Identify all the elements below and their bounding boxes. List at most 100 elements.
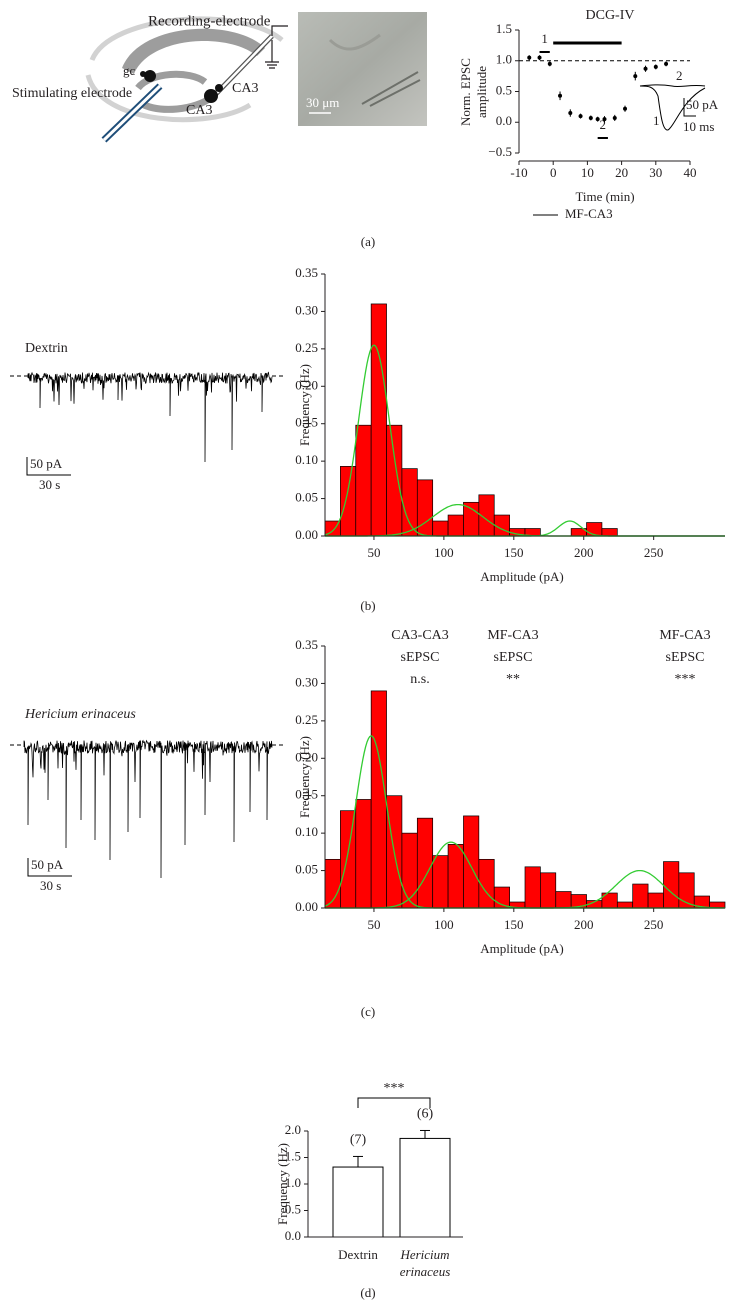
annotation: MF-CA3 xyxy=(487,628,538,643)
x-tick-label: 250 xyxy=(644,917,664,932)
point xyxy=(602,117,607,122)
y-label: Norm. EPSC xyxy=(458,58,473,126)
bar xyxy=(632,883,649,909)
bar xyxy=(399,1137,451,1238)
point xyxy=(612,115,617,120)
bar xyxy=(616,901,634,909)
point xyxy=(633,74,638,79)
annotation: CA3-CA3 xyxy=(391,628,449,643)
bar xyxy=(401,832,418,909)
y-tick-label: 0.15 xyxy=(295,415,318,430)
y-tick-label: 0.10 xyxy=(295,452,318,467)
trace xyxy=(27,371,273,463)
x-label: Time (min) xyxy=(575,189,634,204)
x-tick-label: 100 xyxy=(434,545,454,560)
label: CA3 xyxy=(232,81,258,96)
y-tick-label: 0.5 xyxy=(496,82,512,97)
y-tick-label: 0.20 xyxy=(295,377,318,392)
y-tick-label: 0.10 xyxy=(295,824,318,839)
x-label: Amplitude (pA) xyxy=(480,569,563,584)
y-tick-label: 0.0 xyxy=(285,1228,301,1243)
point xyxy=(568,111,573,116)
point xyxy=(664,61,669,66)
y-tick-label: 0.25 xyxy=(295,340,318,355)
y-tick-label: 0.05 xyxy=(295,490,318,505)
annotation: ** xyxy=(506,672,520,687)
x-tick-label: 30 xyxy=(649,165,662,180)
bar xyxy=(463,501,480,537)
y-tick-label: 0.35 xyxy=(295,637,318,652)
y-tick-label: 0.00 xyxy=(295,527,318,542)
schematic: Recording-electrode gc Stimulating elect… xyxy=(12,13,288,143)
panel-label: (c) xyxy=(361,1004,375,1019)
point xyxy=(527,55,532,60)
bar xyxy=(340,810,357,909)
x-tick-label: 250 xyxy=(644,545,664,560)
y-tick-label: 2.0 xyxy=(285,1122,301,1137)
cell xyxy=(328,33,381,51)
x-tick-label: 50 xyxy=(367,545,380,560)
panel-label: (d) xyxy=(360,1285,375,1300)
bar xyxy=(540,872,557,909)
bar xyxy=(663,861,680,909)
inset-trace xyxy=(639,85,706,131)
bar xyxy=(401,468,418,537)
neuron xyxy=(215,84,223,92)
y-tick-label: 1.5 xyxy=(285,1148,301,1163)
annotation: sEPSC xyxy=(494,650,533,665)
point xyxy=(643,66,648,71)
x-tick-label: 50 xyxy=(367,917,380,932)
inset-trace xyxy=(639,84,706,88)
neuron xyxy=(140,71,146,77)
x-tick-label: 40 xyxy=(684,165,697,180)
outline xyxy=(89,16,284,62)
bar xyxy=(370,690,387,909)
significance-bracket xyxy=(357,1097,431,1108)
y-tick-label: 0.5 xyxy=(285,1201,301,1216)
significance: *** xyxy=(384,1081,405,1096)
bar xyxy=(555,891,572,909)
scale-label: 30 s xyxy=(40,878,61,893)
point xyxy=(588,115,593,120)
y-tick-label: 0.25 xyxy=(295,712,318,727)
y-tick-label: 0.20 xyxy=(295,749,318,764)
inset-label: 2 xyxy=(676,68,683,83)
scale-label: 50 pA xyxy=(31,857,64,872)
x-tick-label: -10 xyxy=(510,165,527,180)
y-tick-label: 0.30 xyxy=(295,302,318,317)
y-tick-label: 1.0 xyxy=(285,1175,301,1190)
bar xyxy=(432,855,449,909)
n-label: (6) xyxy=(417,1107,434,1122)
bar xyxy=(355,424,372,537)
point xyxy=(558,93,563,98)
label: CA3 xyxy=(186,103,212,118)
point xyxy=(653,64,658,69)
pipette xyxy=(361,71,421,107)
y-tick-label: 1.5 xyxy=(496,21,512,36)
x-tick-label: 100 xyxy=(434,917,454,932)
annotation: MF-CA3 xyxy=(659,628,710,643)
y-label: Frequency (Hz) xyxy=(275,1143,290,1225)
trace-label: Dextrin xyxy=(25,341,68,356)
bar xyxy=(432,520,449,537)
bar xyxy=(647,892,664,909)
bar xyxy=(447,844,464,909)
x-tick-label: 150 xyxy=(504,545,524,560)
point xyxy=(578,114,583,119)
bar xyxy=(493,514,510,537)
point xyxy=(623,106,628,111)
bar xyxy=(601,528,618,537)
photo xyxy=(298,12,427,126)
scale-label: 50 pA xyxy=(30,456,63,471)
label: Recording-electrode xyxy=(148,13,271,29)
legend-label: MF-CA3 xyxy=(565,206,613,221)
bar xyxy=(332,1166,384,1238)
x-tick-label: 200 xyxy=(574,545,594,560)
y-label: Frequency (Hz) xyxy=(297,364,312,446)
period-label: 2 xyxy=(600,117,607,132)
bar xyxy=(416,479,434,537)
y-tick-label: 0.15 xyxy=(295,787,318,802)
x-tick-label: 20 xyxy=(615,165,628,180)
y-label: Frequency (Hz) xyxy=(297,736,312,818)
